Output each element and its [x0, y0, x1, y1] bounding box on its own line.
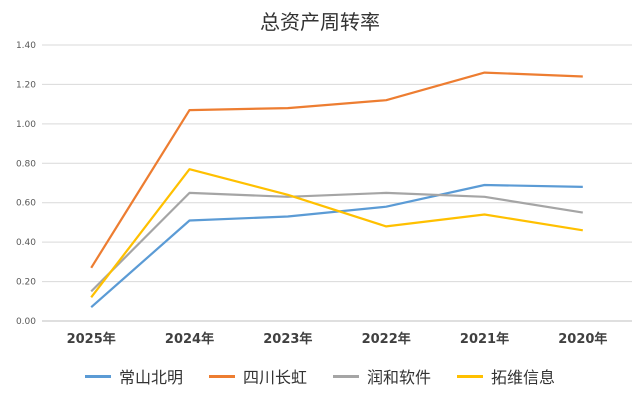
x-tick-label: 2020年 [558, 331, 607, 347]
x-tick-label: 2022年 [362, 331, 411, 347]
y-tick-label: 1.40 [16, 41, 36, 51]
y-tick-label: 0.60 [16, 199, 36, 209]
y-tick-label: 0.00 [16, 317, 36, 327]
legend-swatch [84, 374, 111, 378]
y-tick-label: 0.20 [16, 278, 36, 288]
series-line [90, 183, 583, 309]
y-tick-label: 1.20 [16, 80, 36, 90]
y-tick-label: 1.00 [16, 120, 36, 130]
legend-item: 润和软件 [333, 364, 431, 388]
chart-title: 总资产周转率 [260, 10, 380, 34]
legend-label: 常山北明 [118, 368, 183, 387]
legend-swatch [457, 374, 484, 378]
legend-label: 四川长虹 [242, 368, 307, 387]
legend-label: 拓维信息 [491, 368, 556, 387]
series-line [90, 168, 583, 298]
legend-item: 常山北明 [84, 364, 183, 388]
series-line [90, 191, 583, 293]
legend-item: 四川长虹 [208, 364, 307, 388]
x-tick-label: 2023年 [263, 331, 312, 347]
legend-item: 拓维信息 [457, 364, 555, 388]
x-tick-label: 2021年 [460, 331, 509, 347]
chart-legend: 常山北明 四川长虹 润和软件 拓维信息 [0, 364, 640, 388]
x-tick-label: 2025年 [67, 331, 116, 347]
y-tick-label: 0.40 [16, 238, 36, 248]
legend-label: 润和软件 [367, 368, 432, 387]
legend-swatch [208, 374, 235, 378]
x-tick-label: 2024年 [165, 331, 214, 347]
series-line [90, 71, 583, 269]
legend-swatch [333, 374, 359, 378]
y-tick-label: 0.80 [16, 159, 36, 169]
